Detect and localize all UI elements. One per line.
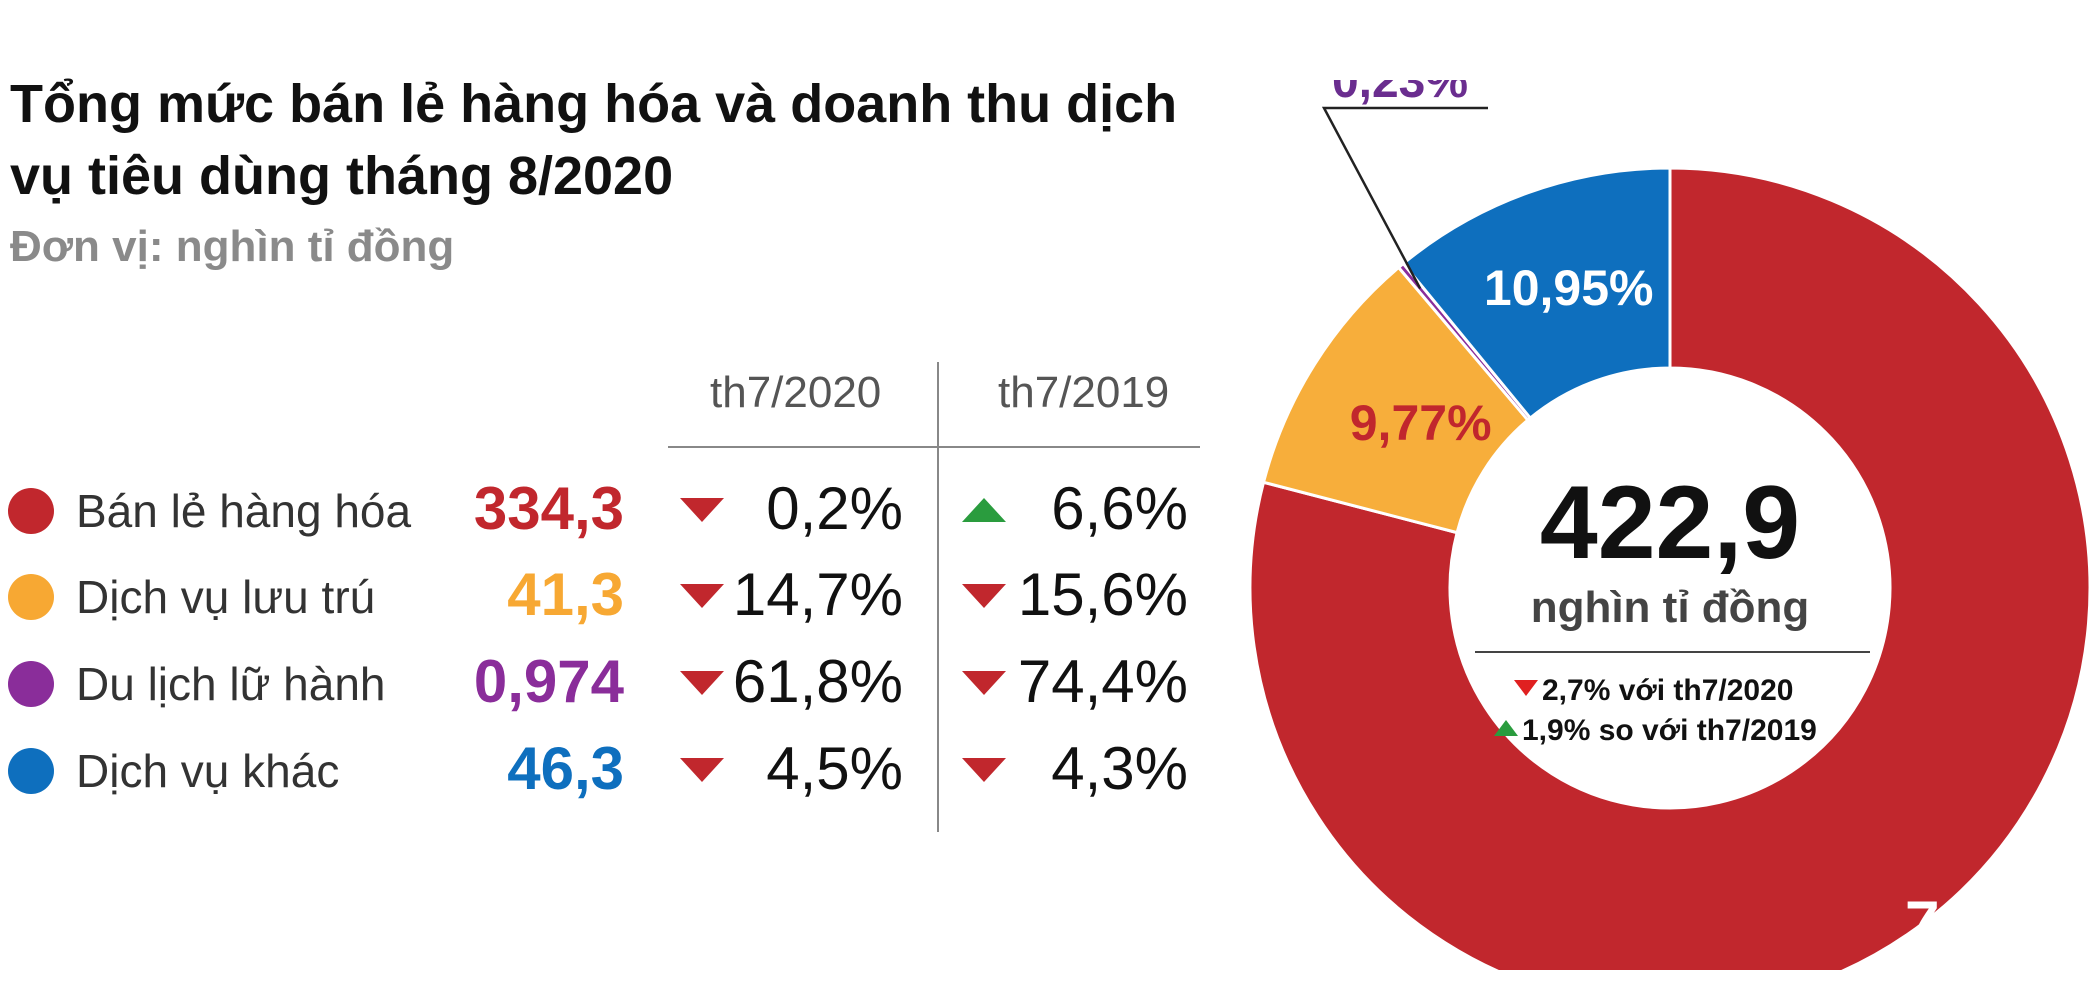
column-divider — [937, 362, 939, 832]
slice-label-accommodation: 9,77% — [1350, 395, 1492, 451]
table-row-accommodation: Dịch vụ lưu trú 41,3 14,7% 15,6% — [0, 556, 1210, 636]
legend-dot — [8, 661, 54, 707]
change-vs-th7-2019: 15,6% — [1017, 561, 1188, 628]
leader-line — [1321, 106, 1488, 290]
category-label: Bán lẻ hàng hóa — [76, 485, 412, 537]
change-vs-th7-2020: 14,7% — [732, 561, 903, 628]
center-unit: nghìn tỉ đồng — [1531, 583, 1810, 632]
arrow-down-icon — [680, 498, 724, 522]
column-header-th7-2019: th7/2019 — [998, 368, 1170, 417]
category-value: 46,3 — [507, 735, 624, 802]
arrow-down-icon — [962, 758, 1006, 782]
slice-label-other-services: 10,95% — [1484, 260, 1654, 316]
center-note: 1,9% so với th7/2019 — [1522, 714, 1817, 747]
arrow-up-icon — [962, 498, 1006, 522]
category-label: Dịch vụ lưu trú — [76, 571, 376, 623]
donut-slice-retail-goods — [1248, 166, 2092, 970]
arrow-down-icon — [680, 671, 724, 695]
category-value: 0,974 — [473, 648, 624, 715]
category-label: Dịch vụ khác — [76, 745, 340, 797]
donut-slice-accommodation — [1261, 265, 1530, 535]
legend-dot — [8, 574, 54, 620]
change-vs-th7-2020: 0,2% — [766, 475, 903, 542]
slice-label-travel: 0,23% — [1332, 80, 1468, 108]
change-vs-th7-2019: 74,4% — [1017, 648, 1188, 715]
legend-dot — [8, 748, 54, 794]
center-note: 2,7% với th7/2020 — [1542, 674, 1793, 707]
center-total: 422,9 — [1540, 465, 1800, 581]
slice-label-retail-goods: 79,05% — [1905, 890, 2094, 959]
column-header-th7-2020: th7/2020 — [710, 368, 882, 417]
chart-title: Tổng mức bán lẻ hàng hóa và doanh thu dị… — [10, 74, 1178, 206]
change-vs-th7-2020: 61,8% — [732, 648, 903, 715]
category-label: Du lịch lữ hành — [76, 658, 386, 710]
change-vs-th7-2019: 6,6% — [1051, 475, 1188, 542]
arrow-down-icon — [680, 584, 724, 608]
category-value: 334,3 — [473, 475, 624, 542]
table-row-other-services: Dịch vụ khác 46,3 4,5% 4,3% — [0, 730, 1210, 810]
table-row-travel: Du lịch lữ hành 0,974 61,8% 74,4% — [0, 643, 1210, 723]
header-divider — [668, 446, 1200, 448]
arrow-down-icon — [680, 758, 724, 782]
donut-slice-other-services — [1401, 166, 1672, 421]
change-vs-th7-2020: 4,5% — [766, 735, 903, 802]
table-row-retail-goods: Bán lẻ hàng hóa 334,3 0,2% 6,6% — [0, 470, 1210, 550]
arrow-down-icon — [1514, 680, 1538, 696]
legend-dot — [8, 488, 54, 534]
category-value: 41,3 — [507, 561, 624, 628]
arrow-down-icon — [962, 584, 1006, 608]
arrow-up-icon — [1494, 720, 1518, 736]
change-vs-th7-2019: 4,3% — [1051, 735, 1188, 802]
arrow-down-icon — [962, 671, 1006, 695]
unit-label: Đơn vị: nghìn tỉ đồng — [10, 222, 455, 271]
